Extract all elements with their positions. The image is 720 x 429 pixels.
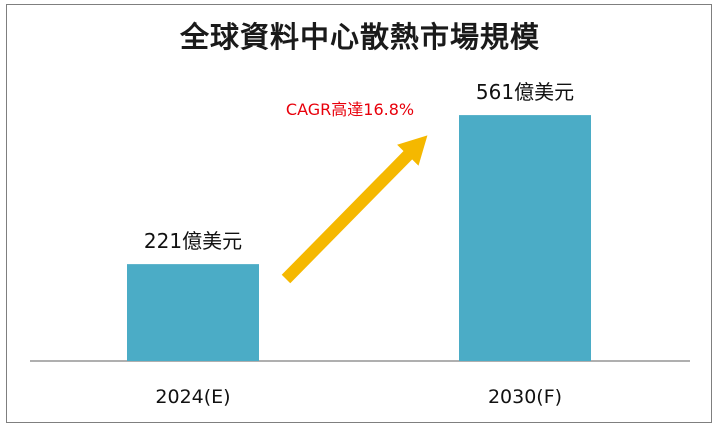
value-label: 561億美元 (476, 80, 574, 104)
chart-title: 全球資料中心散熱市場規模 (179, 20, 540, 54)
bar-2030(F) (459, 115, 591, 361)
category-label: 2030(F) (488, 386, 562, 408)
value-label: 221億美元 (144, 229, 242, 253)
bar-2024(E) (127, 264, 259, 361)
cagr-arrow (281, 135, 428, 284)
cagr-annotation: CAGR高達16.8% (286, 100, 414, 119)
category-label: 2024(E) (155, 386, 230, 408)
chart-frame (6, 4, 712, 423)
